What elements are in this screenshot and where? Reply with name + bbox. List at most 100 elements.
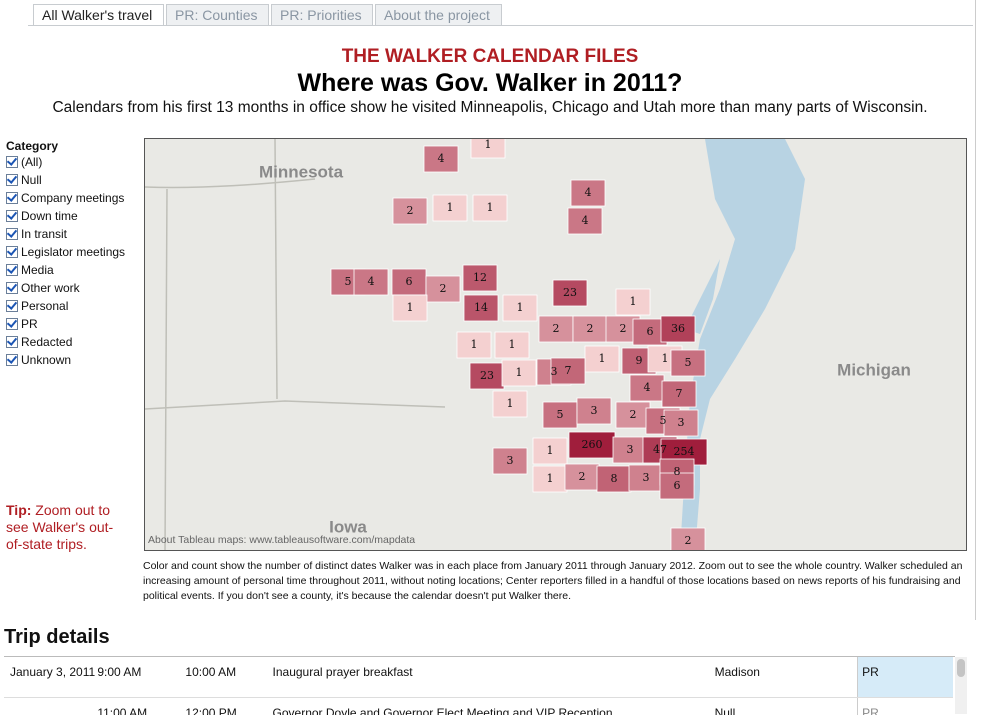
tab[interactable]: PR: Priorities <box>271 4 373 25</box>
filter-option[interactable]: Redacted <box>0 333 125 351</box>
checkbox[interactable] <box>6 354 18 366</box>
cell-category: PR <box>858 698 953 715</box>
county-count: 1 <box>662 352 669 365</box>
cell-start: 11:00 AM <box>97 698 185 715</box>
map[interactable]: MinnesotaWisconsinMichiganIowa1421144546… <box>144 138 967 551</box>
county-count: 2 <box>440 282 447 295</box>
filter-label: Media <box>21 263 54 277</box>
county-count: 2 <box>630 408 637 421</box>
checkbox[interactable] <box>6 228 18 240</box>
checkbox[interactable] <box>6 282 18 294</box>
county-count: 12 <box>473 271 487 284</box>
subtitle: Calendars from his first 13 months in of… <box>0 99 980 117</box>
cell-location: Madison <box>715 657 858 698</box>
county-count: 2 <box>407 204 414 217</box>
county-count: 1 <box>547 472 554 485</box>
county-count: 6 <box>406 275 413 288</box>
filter-option[interactable]: Other work <box>0 279 125 297</box>
tab[interactable]: All Walker's travel <box>33 4 164 25</box>
county-count: 3 <box>627 443 634 456</box>
county-count: 1 <box>507 397 514 410</box>
county-count: 14 <box>474 301 488 314</box>
map-canvas[interactable]: MinnesotaWisconsinMichiganIowa1421144546… <box>145 139 967 551</box>
state-label: Michigan <box>837 360 911 379</box>
county-count: 1 <box>599 352 606 365</box>
filter-label: Legislator meetings <box>21 245 125 259</box>
checkbox[interactable] <box>6 318 18 330</box>
filter-label: Redacted <box>21 335 72 349</box>
county-count: 1 <box>407 301 414 314</box>
county-count: 8 <box>611 472 618 485</box>
heading: Where was Gov. Walker in 2011? <box>0 69 980 98</box>
filter-option[interactable]: Legislator meetings <box>0 243 125 261</box>
filter-label: Down time <box>21 209 78 223</box>
tip-label: Tip: <box>6 502 31 518</box>
county-count: 23 <box>563 286 577 299</box>
filter-label: (All) <box>21 155 42 169</box>
county-count: 2 <box>553 322 560 335</box>
county-count: 1 <box>485 139 492 151</box>
filter-option[interactable]: Media <box>0 261 125 279</box>
kicker: THE WALKER CALENDAR FILES <box>0 46 980 68</box>
checkbox[interactable] <box>6 300 18 312</box>
checkbox[interactable] <box>6 264 18 276</box>
county-count: 3 <box>551 365 558 378</box>
filter-option[interactable]: Personal <box>0 297 125 315</box>
filter-option[interactable]: Unknown <box>0 351 125 369</box>
county-count: 4 <box>585 186 592 199</box>
county-count: 2 <box>620 322 627 335</box>
trip-category: PR <box>862 665 879 679</box>
filter-option[interactable]: PR <box>0 315 125 333</box>
filter-option[interactable]: In transit <box>0 225 125 243</box>
county-count: 2 <box>587 322 594 335</box>
county-count: 1 <box>516 366 523 379</box>
filter-option[interactable]: (All) <box>0 153 125 171</box>
checkbox[interactable] <box>6 174 18 186</box>
checkbox[interactable] <box>6 192 18 204</box>
county-count: 5 <box>345 275 352 288</box>
county-count: 3 <box>507 454 514 467</box>
checkbox[interactable] <box>6 210 18 222</box>
trip-date: January 3, 2011 <box>10 665 95 679</box>
scrollbar[interactable] <box>955 657 967 714</box>
checkbox[interactable] <box>6 156 18 168</box>
filter-label: PR <box>21 317 38 331</box>
scroll-thumb[interactable] <box>957 659 965 677</box>
filter-option[interactable]: Company meetings <box>0 189 125 207</box>
county-count: 1 <box>630 295 637 308</box>
county-count: 5 <box>660 414 667 427</box>
cell-end: 12:00 PM <box>185 698 272 715</box>
filter-option[interactable]: Down time <box>0 207 125 225</box>
county-count: 1 <box>487 201 494 214</box>
county-count: 2 <box>685 534 692 547</box>
section-title: Trip details <box>4 626 110 649</box>
filter-label: Company meetings <box>21 191 124 205</box>
cell-location: Null <box>715 698 858 715</box>
cell-end: 10:00 AM <box>185 657 272 698</box>
county-count: 6 <box>674 479 681 492</box>
county-count: 8 <box>674 465 681 478</box>
filter-label: Unknown <box>21 353 71 367</box>
tab[interactable]: About the project <box>375 4 502 25</box>
filter-label: Other work <box>21 281 80 295</box>
cell-date: January 3, 2011 <box>4 657 97 698</box>
filter-label: Personal <box>21 299 68 313</box>
cell-category: PR <box>858 657 953 698</box>
tab[interactable]: PR: Counties <box>166 4 269 25</box>
cell-event: Governor Doyle and Governor Elect Meetin… <box>273 698 715 715</box>
county-count: 3 <box>678 416 685 429</box>
checkbox[interactable] <box>6 336 18 348</box>
county-count: 47 <box>653 443 667 456</box>
filter-label: In transit <box>21 227 67 241</box>
county-count: 1 <box>509 338 516 351</box>
category-filter: (All) Null Company meetings Down time In tra… <box>0 153 125 369</box>
checkbox[interactable] <box>6 246 18 258</box>
map-credit[interactable]: About Tableau maps: www.tableausoftware.… <box>148 534 415 546</box>
county-count: 254 <box>674 445 695 458</box>
filter-option[interactable]: Null <box>0 171 125 189</box>
